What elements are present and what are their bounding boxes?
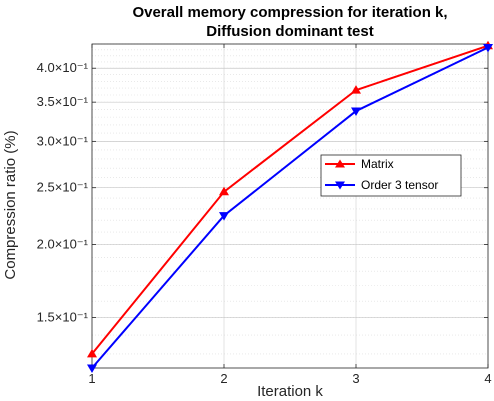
- y-tick-label: 2.5×10⁻¹: [37, 180, 89, 195]
- x-tick-label: 1: [88, 371, 95, 386]
- y-tick-label: 3.0×10⁻¹: [37, 133, 89, 148]
- chart-title-line-2: Diffusion dominant test: [206, 23, 374, 40]
- legend-marker-matrix: [335, 159, 345, 168]
- axis-ticks: 1 2 3 4 1.5×10⁻¹ 2.0×10⁻¹ 2.5×10⁻¹ 3.0×10⁻¹ 3.5×…: [37, 44, 492, 386]
- legend-box: [320, 154, 462, 197]
- legend: Matrix Order 3 tensor: [320, 154, 462, 197]
- y-tick-label: 1.5×10⁻¹: [37, 310, 89, 325]
- series-line-tensor: [91, 46, 489, 369]
- x-axis-label: Iteration k: [257, 383, 323, 400]
- y-axis-label: Compression ratio (%): [2, 130, 19, 279]
- legend-label-matrix: Matrix: [361, 157, 394, 171]
- data-point-tensor: [219, 212, 229, 221]
- x-tick-label: 2: [220, 371, 227, 386]
- grid: [91, 43, 489, 368]
- data-point-matrix: [351, 85, 361, 94]
- y-tick-label: 2.0×10⁻¹: [37, 236, 89, 251]
- data-point-matrix: [219, 186, 229, 196]
- series-group: [87, 40, 493, 373]
- y-tick-label: 4.0×10⁻¹: [37, 60, 89, 75]
- legend-label-tensor: Order 3 tensor: [361, 178, 438, 192]
- data-point-matrix: [87, 348, 97, 358]
- legend-marker-tensor: [335, 181, 345, 190]
- x-tick-label: 4: [484, 371, 491, 386]
- data-point-tensor: [87, 364, 97, 373]
- plot-area: [91, 43, 489, 369]
- data-point-tensor: [483, 43, 493, 53]
- data-point-tensor: [351, 107, 361, 117]
- series-line-matrix: [91, 44, 489, 355]
- chart-title-line-1: Overall memory compression for iteration…: [132, 4, 447, 21]
- x-tick-label: 3: [352, 371, 359, 386]
- y-tick-label: 3.5×10⁻¹: [37, 94, 89, 109]
